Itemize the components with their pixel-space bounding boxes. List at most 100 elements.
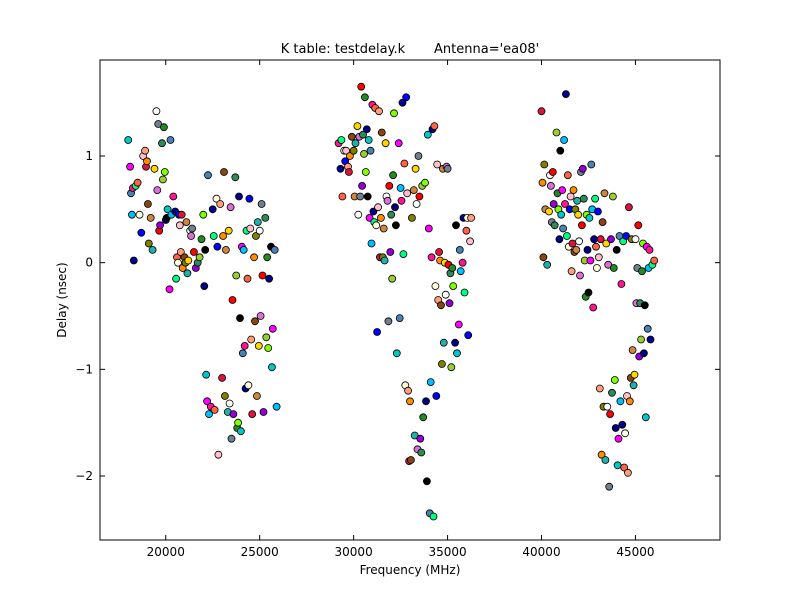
data-point [236, 314, 244, 323]
data-point [360, 93, 369, 102]
data-point [338, 192, 347, 201]
x-tick-label: 35000 [428, 545, 466, 559]
data-point [141, 146, 150, 155]
data-point [250, 253, 259, 262]
data-point [395, 314, 404, 323]
data-point [349, 146, 358, 155]
data-point [336, 164, 345, 173]
data-point [603, 402, 612, 411]
data-point [388, 274, 397, 283]
data-point [611, 424, 620, 432]
data-point [537, 107, 546, 116]
data-point [437, 301, 445, 310]
data-point [362, 125, 371, 134]
data-point [187, 232, 196, 240]
data-point [645, 245, 654, 254]
data-point [415, 192, 424, 201]
data-point [268, 324, 277, 333]
data-point [347, 132, 356, 141]
data-point [259, 408, 268, 416]
data-point [126, 162, 135, 171]
data-point [361, 168, 370, 176]
data-point [612, 245, 621, 254]
data-point [539, 253, 548, 262]
data-point [538, 178, 547, 187]
data-point [441, 290, 450, 299]
data-point [606, 410, 614, 419]
data-point [182, 218, 191, 227]
data-point [201, 245, 210, 254]
data-point [166, 136, 175, 144]
data-point [576, 271, 584, 280]
data-point [439, 338, 448, 347]
data-point [600, 189, 609, 198]
data-point [597, 450, 606, 459]
data-point [245, 194, 254, 203]
data-point [412, 200, 421, 208]
data-point [232, 271, 241, 280]
y-tick-label: −2 [75, 469, 93, 483]
data-point [406, 456, 415, 464]
data-point [254, 341, 263, 350]
data-point [403, 189, 412, 198]
data-point [243, 274, 252, 283]
data-point [429, 512, 438, 521]
data-point [540, 160, 549, 169]
data-point [267, 363, 276, 372]
data-point [422, 397, 430, 406]
data-point [556, 146, 565, 155]
data-point [578, 164, 587, 173]
x-tick-label: 20000 [147, 545, 185, 559]
data-point [384, 317, 393, 326]
data-point [628, 346, 637, 355]
data-point [409, 186, 418, 195]
data-point [400, 159, 409, 168]
data-point [555, 235, 564, 244]
data-point [629, 381, 638, 390]
data-point [383, 196, 392, 205]
data-point [367, 239, 376, 248]
data-point [561, 200, 569, 208]
data-point [261, 213, 270, 222]
data-point [397, 196, 406, 205]
data-point [219, 232, 228, 240]
data-point [175, 221, 184, 230]
data-point [255, 226, 264, 235]
data-point [380, 256, 389, 265]
data-point [390, 109, 398, 118]
plot-frame [99, 59, 721, 541]
data-point [584, 288, 593, 297]
data-point [432, 392, 441, 400]
data-point [158, 175, 167, 184]
data-point [466, 237, 475, 246]
data-point [587, 160, 596, 169]
data-point [613, 461, 622, 470]
data-point [625, 203, 633, 212]
x-tick-label: 45000 [616, 545, 654, 559]
data-point [563, 232, 571, 240]
data-point [158, 139, 166, 148]
data-point [585, 213, 594, 222]
data-point [129, 256, 138, 265]
data-point [235, 192, 243, 201]
data-point [451, 338, 460, 347]
data-point [353, 122, 362, 130]
data-point [143, 200, 152, 208]
data-point [252, 392, 261, 400]
data-point [379, 224, 388, 233]
data-point [421, 178, 429, 187]
data-point [630, 370, 639, 379]
data-point [617, 280, 626, 288]
data-point [377, 128, 386, 137]
data-point [224, 226, 233, 235]
data-point [239, 245, 248, 254]
data-point [146, 213, 155, 222]
data-point [246, 224, 255, 233]
data-point [248, 410, 257, 419]
data-point [153, 186, 162, 195]
data-point [247, 335, 256, 344]
data-point [641, 413, 650, 422]
data-point [407, 213, 416, 222]
data-point [205, 410, 213, 419]
